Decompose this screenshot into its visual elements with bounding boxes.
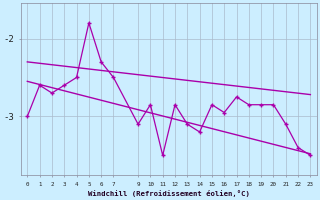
X-axis label: Windchill (Refroidissement éolien,°C): Windchill (Refroidissement éolien,°C) (88, 190, 250, 197)
